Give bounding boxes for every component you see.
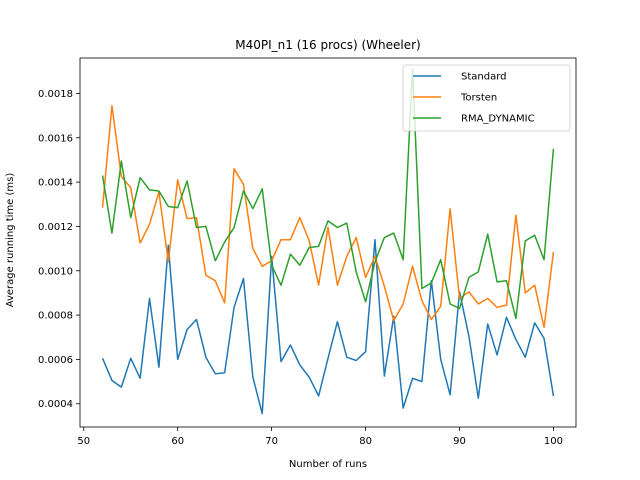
y-tick-label: 0.0018: [38, 89, 73, 100]
x-tick-label: 90: [453, 436, 466, 447]
y-tick-label: 0.0006: [38, 355, 73, 366]
x-tick-label: 60: [171, 436, 184, 447]
plot-area: [101, 68, 555, 415]
y-tick-label: 0.0004: [38, 399, 73, 410]
x-axis-label: Number of runs: [289, 459, 367, 470]
legend-label: Standard: [461, 72, 507, 83]
x-axis: 50 60 70 80 90 100: [77, 427, 563, 447]
x-tick-label: 70: [265, 436, 278, 447]
series-line-rma-dynamic: [101, 68, 555, 320]
legend-label: Torsten: [460, 93, 497, 104]
legend-box: [402, 64, 571, 132]
y-tick-label: 0.0014: [38, 178, 73, 189]
y-tick-label: 0.0012: [38, 222, 73, 233]
y-axis: 0.0004 0.0006 0.0008 0.0010 0.0012 0.0014 0.00…: [38, 89, 80, 410]
y-axis-label: Average running time (ms): [5, 173, 16, 308]
y-tick-label: 0.0010: [38, 266, 73, 277]
legend: Standard Torsten RMA_DYNAMIC: [402, 64, 571, 132]
y-tick-label: 0.0016: [38, 133, 73, 144]
series-line-torsten: [101, 104, 555, 329]
chart-title: M40PI_n1 (16 procs) (Wheeler): [235, 38, 420, 52]
x-tick-label: 80: [359, 436, 372, 447]
y-tick-label: 0.0008: [38, 311, 73, 322]
axes-frame: [79, 57, 577, 428]
series-line-standard: [101, 238, 555, 415]
x-tick-label: 100: [544, 436, 563, 447]
x-tick-label: 50: [77, 436, 90, 447]
legend-label: RMA_DYNAMIC: [461, 114, 535, 125]
